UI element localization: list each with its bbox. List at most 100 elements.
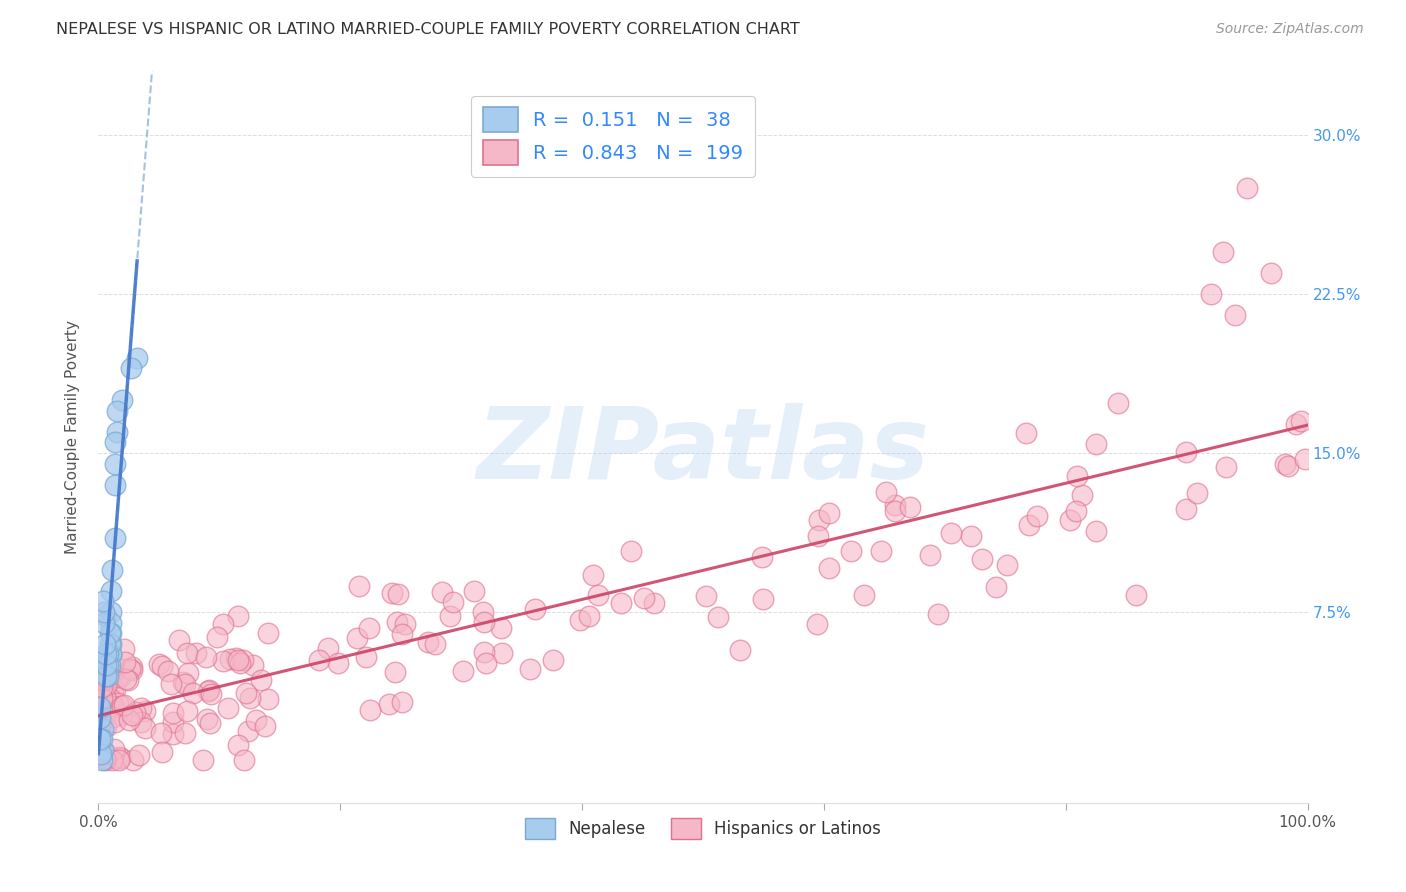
Point <box>91 673 114 687</box>
Point <box>707 609 730 624</box>
Point <box>89 711 111 725</box>
Point <box>232 653 254 667</box>
Point <box>519 662 541 676</box>
Point <box>112 698 135 712</box>
Point <box>359 703 381 717</box>
Point <box>475 656 498 670</box>
Point <box>1289 414 1312 428</box>
Point <box>93 748 115 763</box>
Point <box>100 648 122 662</box>
Point <box>104 715 127 730</box>
Point <box>162 727 184 741</box>
Point <box>1215 460 1237 475</box>
Point <box>474 645 496 659</box>
Point <box>111 698 134 713</box>
Point <box>90 691 112 706</box>
Point <box>89 726 111 740</box>
Point <box>441 595 464 609</box>
Point <box>226 653 249 667</box>
Point <box>150 659 173 673</box>
Text: ZIPatlas: ZIPatlas <box>477 403 929 500</box>
Point <box>90 748 112 763</box>
Point <box>1085 436 1108 450</box>
Point <box>256 626 278 640</box>
Point <box>195 712 218 726</box>
Point <box>1175 445 1198 459</box>
Point <box>875 485 897 500</box>
Point <box>101 685 124 699</box>
Point <box>111 392 134 407</box>
Point <box>195 649 218 664</box>
Point <box>1285 417 1308 431</box>
Point <box>1277 459 1299 474</box>
Point <box>160 677 183 691</box>
Point <box>120 663 142 677</box>
Point <box>1018 518 1040 533</box>
Point <box>89 732 111 747</box>
Point <box>90 747 112 761</box>
Point <box>96 678 118 692</box>
Y-axis label: Married-Couple Family Poverty: Married-Couple Family Poverty <box>65 320 80 554</box>
Point <box>381 586 404 600</box>
Point <box>107 670 129 684</box>
Point <box>728 643 751 657</box>
Point <box>229 656 252 670</box>
Point <box>543 653 565 667</box>
Point <box>391 626 413 640</box>
Point <box>103 477 125 491</box>
Point <box>89 698 111 713</box>
Point <box>853 588 876 602</box>
Point <box>620 544 643 558</box>
Legend: Nepalese, Hispanics or Latinos: Nepalese, Hispanics or Latinos <box>519 811 887 846</box>
Point <box>1015 425 1038 440</box>
Point <box>995 558 1018 573</box>
Point <box>238 723 260 738</box>
Text: Source: ZipAtlas.com: Source: ZipAtlas.com <box>1216 22 1364 37</box>
Point <box>176 646 198 660</box>
Point <box>347 579 370 593</box>
Point <box>752 591 775 606</box>
Point <box>105 425 128 439</box>
Point <box>90 753 112 767</box>
Point <box>357 621 380 635</box>
Point <box>249 673 271 688</box>
Point <box>806 617 828 632</box>
Point <box>1274 457 1296 471</box>
Point <box>328 656 350 670</box>
Point <box>96 668 118 682</box>
Point <box>108 751 131 765</box>
Point <box>96 609 118 624</box>
Point <box>96 665 118 680</box>
Point <box>101 700 124 714</box>
Point <box>385 615 408 629</box>
Point <box>110 708 132 723</box>
Point <box>439 609 461 624</box>
Point <box>114 655 136 669</box>
Point <box>472 605 495 619</box>
Point <box>93 605 115 619</box>
Point <box>104 682 127 697</box>
Point <box>491 647 513 661</box>
Point <box>308 653 330 667</box>
Point <box>98 658 121 673</box>
Point <box>149 726 172 740</box>
Point <box>1026 509 1049 524</box>
Point <box>94 702 117 716</box>
Point <box>391 695 413 709</box>
Point <box>1223 308 1246 322</box>
Point <box>870 544 893 558</box>
Point <box>91 722 114 736</box>
Point <box>167 632 190 647</box>
Point <box>1070 488 1092 502</box>
Point <box>1236 181 1258 195</box>
Point <box>91 732 114 747</box>
Point <box>105 403 128 417</box>
Point <box>581 567 603 582</box>
Point <box>884 504 907 518</box>
Point <box>808 513 831 527</box>
Point <box>98 637 121 651</box>
Point <box>425 637 447 651</box>
Point <box>941 525 963 540</box>
Point <box>162 706 184 720</box>
Point <box>1059 513 1081 527</box>
